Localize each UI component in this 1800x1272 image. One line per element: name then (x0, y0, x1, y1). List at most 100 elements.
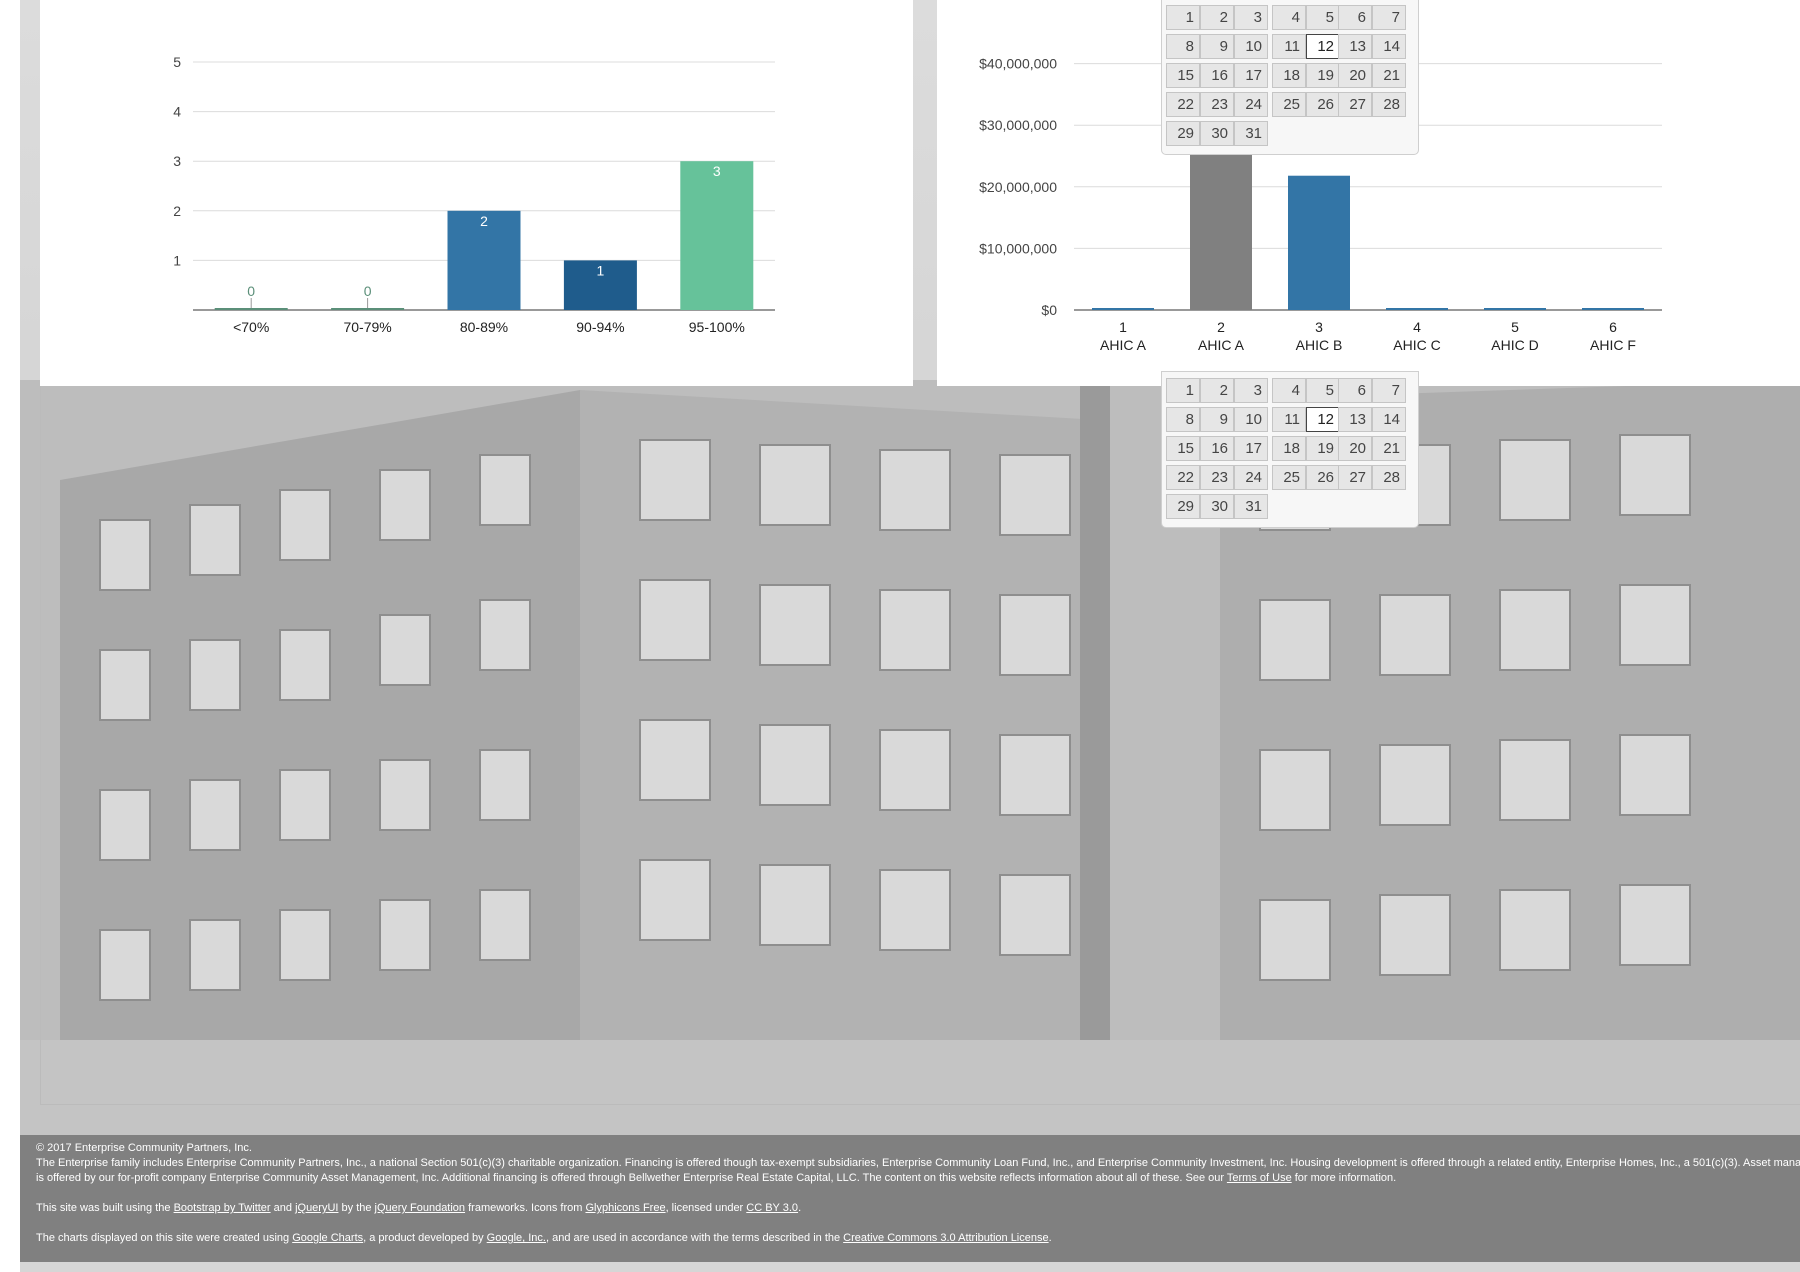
y-tick-label: $20,000,000 (979, 179, 1057, 195)
datepicker-day[interactable]: 24 (1234, 465, 1268, 490)
datepicker-day[interactable]: 8 (1166, 407, 1200, 432)
x-category-label: 5 (1511, 319, 1519, 335)
datepicker-day[interactable]: 20 (1338, 436, 1372, 461)
datepicker-calendar-bottom: 1 2 3 4 5 6 7 8 9 10 11 12 13 14 15 16 17 18 19 20 21 22 23 24 2… (1161, 371, 1419, 528)
y-tick-label: 1 (173, 252, 181, 268)
building-illustration (20, 380, 1800, 1140)
google-inc-link[interactable]: Google, Inc. (486, 1232, 546, 1244)
datepicker-day[interactable]: 15 (1166, 436, 1200, 461)
footer-text: , and are used in accordance with the te… (546, 1232, 844, 1244)
x-category-sublabel: AHIC F (1590, 337, 1636, 353)
datepicker-day[interactable]: 16 (1200, 436, 1234, 461)
datepicker-day-today[interactable]: 12 (1306, 34, 1340, 59)
datepicker-day[interactable]: 31 (1234, 121, 1268, 146)
datepicker-day[interactable]: 25 (1272, 465, 1306, 490)
datepicker-day[interactable]: 9 (1200, 407, 1234, 432)
datepicker-day[interactable]: 11 (1272, 407, 1306, 432)
datepicker-day[interactable]: 24 (1234, 92, 1268, 117)
bar (563, 260, 637, 310)
datepicker-day[interactable]: 10 (1234, 34, 1268, 59)
datepicker-day[interactable]: 20 (1338, 63, 1372, 88)
bootstrap-link[interactable]: Bootstrap by Twitter (173, 1202, 271, 1214)
datepicker-day[interactable]: 3 (1234, 5, 1268, 30)
datepicker-day-today[interactable]: 12 (1306, 407, 1340, 432)
datepicker-day[interactable]: 1 (1166, 5, 1200, 30)
cc-by-link[interactable]: CC BY 3.0 (746, 1202, 799, 1214)
glyphicons-link[interactable]: Glyphicons Free (585, 1202, 666, 1214)
datepicker-day[interactable]: 27 (1338, 92, 1372, 117)
datepicker-day[interactable]: 23 (1200, 465, 1234, 490)
datepicker-day[interactable]: 21 (1372, 63, 1406, 88)
datepicker-day[interactable]: 1 (1166, 378, 1200, 403)
datepicker-day[interactable]: 6 (1338, 5, 1372, 30)
datepicker-day[interactable]: 22 (1166, 92, 1200, 117)
datepicker-day[interactable]: 19 (1306, 436, 1340, 461)
data-label: 0 (247, 283, 255, 299)
footer-text: is offered by our for-profit company Ent… (36, 1172, 1227, 1184)
footer-text: The charts displayed on this site were c… (36, 1232, 293, 1244)
datepicker-day[interactable]: 23 (1200, 92, 1234, 117)
footer-text: frameworks. Icons from (465, 1202, 586, 1214)
datepicker-day[interactable]: 14 (1372, 34, 1406, 59)
x-category-label: 70-79% (343, 319, 391, 335)
datepicker-day[interactable]: 6 (1338, 378, 1372, 403)
datepicker-day[interactable]: 4 (1272, 378, 1306, 403)
datepicker-day[interactable]: 10 (1234, 407, 1268, 432)
x-category-label: 95-100% (689, 319, 745, 335)
datepicker-day[interactable]: 25 (1272, 92, 1306, 117)
datepicker-day[interactable]: 30 (1200, 494, 1234, 519)
datepicker-day[interactable]: 13 (1338, 34, 1372, 59)
google-charts-link[interactable]: Google Charts (292, 1232, 364, 1244)
datepicker-day[interactable]: 5 (1306, 378, 1340, 403)
jqueryui-link[interactable]: jQueryUI (295, 1202, 339, 1214)
datepicker-day[interactable]: 13 (1338, 407, 1372, 432)
datepicker-day[interactable]: 5 (1306, 5, 1340, 30)
jquery-foundation-link[interactable]: jQuery Foundation (374, 1202, 466, 1214)
datepicker-day[interactable]: 2 (1200, 5, 1234, 30)
bar (1288, 175, 1350, 310)
data-label: 3 (713, 163, 721, 179)
x-category-label: 4 (1413, 319, 1421, 335)
datepicker-day[interactable]: 19 (1306, 63, 1340, 88)
footer-text: by the (338, 1202, 375, 1214)
datepicker-day[interactable]: 8 (1166, 34, 1200, 59)
datepicker-day[interactable]: 28 (1372, 465, 1406, 490)
datepicker-day[interactable]: 15 (1166, 63, 1200, 88)
datepicker-day[interactable]: 7 (1372, 5, 1406, 30)
datepicker-day[interactable]: 30 (1200, 121, 1234, 146)
datepicker-day[interactable]: 18 (1272, 436, 1306, 461)
datepicker-day[interactable]: 16 (1200, 63, 1234, 88)
datepicker-day[interactable]: 17 (1234, 436, 1268, 461)
datepicker-day[interactable]: 14 (1372, 407, 1406, 432)
datepicker-day[interactable]: 11 (1272, 34, 1306, 59)
datepicker-day[interactable]: 29 (1166, 494, 1200, 519)
datepicker-day[interactable]: 26 (1306, 465, 1340, 490)
cc-attribution-license-link[interactable]: Creative Commons 3.0 Attribution License (843, 1232, 1049, 1244)
terms-of-use-link[interactable]: Terms of Use (1226, 1172, 1292, 1184)
bar (331, 308, 405, 310)
datepicker-day[interactable]: 21 (1372, 436, 1406, 461)
x-category-label: <70% (233, 319, 269, 335)
datepicker-day[interactable]: 9 (1200, 34, 1234, 59)
datepicker-day[interactable]: 29 (1166, 121, 1200, 146)
x-category-sublabel: AHIC A (1100, 337, 1147, 353)
datepicker-day[interactable]: 26 (1306, 92, 1340, 117)
datepicker-day[interactable]: 22 (1166, 465, 1200, 490)
datepicker-day[interactable]: 18 (1272, 63, 1306, 88)
datepicker-day[interactable]: 17 (1234, 63, 1268, 88)
bar (1386, 308, 1448, 310)
y-tick-label: 2 (173, 203, 181, 219)
datepicker-day[interactable]: 28 (1372, 92, 1406, 117)
datepicker-day[interactable]: 27 (1338, 465, 1372, 490)
datepicker-day[interactable]: 7 (1372, 378, 1406, 403)
datepicker-day[interactable]: 2 (1200, 378, 1234, 403)
datepicker-day[interactable]: 4 (1272, 5, 1306, 30)
datepicker-day[interactable]: 31 (1234, 494, 1268, 519)
datepicker-day[interactable]: 3 (1234, 378, 1268, 403)
footer-built-with: This site was built using the Bootstrap … (36, 1201, 1800, 1216)
content-frame (40, 0, 1800, 1105)
x-category-label: 90-94% (576, 319, 624, 335)
y-tick-label: $30,000,000 (979, 117, 1057, 133)
footer-text: This site was built using the (36, 1202, 174, 1214)
bar (1092, 308, 1154, 310)
